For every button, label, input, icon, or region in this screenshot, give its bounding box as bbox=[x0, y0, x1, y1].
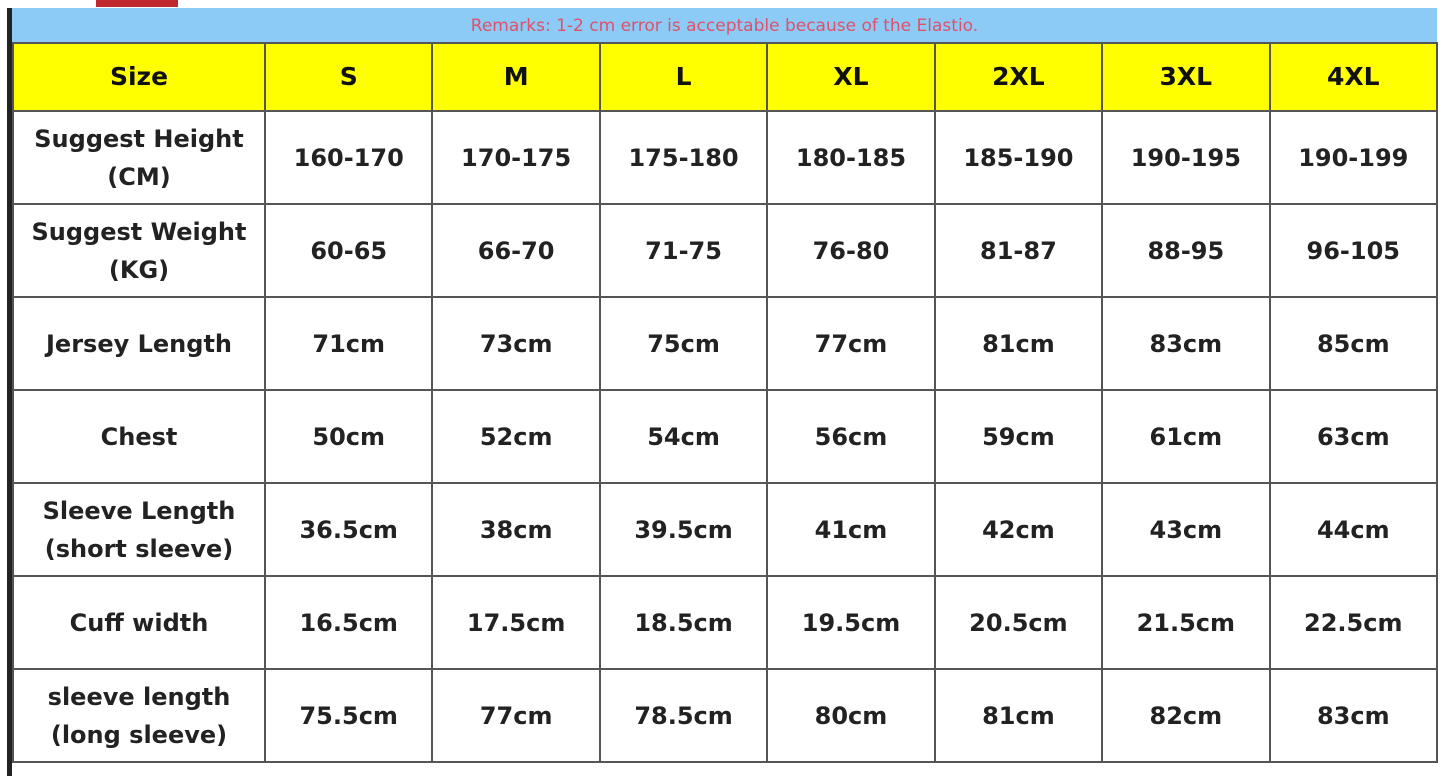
row-label-line: Sleeve Length bbox=[42, 496, 236, 525]
table-cell: 83cm bbox=[1268, 668, 1439, 763]
header-size-s: S bbox=[263, 42, 434, 112]
table-cell: 83cm bbox=[1101, 296, 1271, 391]
header-size-2xl: 2XL bbox=[933, 42, 1104, 112]
table-cell: 41cm bbox=[766, 482, 936, 577]
row-label-line: Suggest Weight bbox=[31, 217, 247, 246]
table-cell: 75cm bbox=[598, 296, 769, 391]
table-cell: 180-185 bbox=[766, 110, 936, 205]
table-cell: 39.5cm bbox=[598, 482, 769, 577]
row-label-line: Jersey Length bbox=[46, 329, 232, 358]
table-row: Suggest Height (CM) 160-170 170-175 175-180 1… bbox=[12, 110, 1439, 205]
row-label: Suggest Weight (KG) bbox=[12, 203, 266, 298]
table-cell: 66-70 bbox=[431, 203, 601, 298]
table-cell: 75.5cm bbox=[263, 668, 434, 763]
table-cell: 81cm bbox=[933, 296, 1104, 391]
red-mark bbox=[96, 0, 178, 7]
size-chart-table: Size S M L XL 2XL 3XL 4XL Suggest Height (CM) 160-… bbox=[12, 42, 1439, 763]
table-cell: 85cm bbox=[1268, 296, 1439, 391]
table-cell: 38cm bbox=[431, 482, 601, 577]
header-row: Size S M L XL 2XL 3XL 4XL bbox=[12, 42, 1439, 112]
table-row: Sleeve Length (short sleeve) 36.5cm 38cm 39.… bbox=[12, 482, 1439, 577]
table-cell: 71-75 bbox=[598, 203, 769, 298]
table-cell: 44cm bbox=[1268, 482, 1439, 577]
row-label: Jersey Length bbox=[12, 296, 266, 391]
row-label: Suggest Height (CM) bbox=[12, 110, 266, 205]
remarks-banner: Remarks: 1-2 cm error is acceptable beca… bbox=[12, 8, 1437, 42]
row-label-line: Suggest Height bbox=[34, 124, 244, 153]
row-label: Sleeve Length (short sleeve) bbox=[12, 482, 266, 577]
table-cell: 77cm bbox=[431, 668, 601, 763]
table-cell: 82cm bbox=[1101, 668, 1271, 763]
table-cell: 18.5cm bbox=[598, 575, 769, 670]
table-cell: 190-195 bbox=[1101, 110, 1271, 205]
table-cell: 170-175 bbox=[431, 110, 601, 205]
row-label-line: (long sleeve) bbox=[50, 720, 228, 749]
header-size-xl: XL bbox=[766, 42, 936, 112]
table-cell: 61cm bbox=[1101, 389, 1271, 484]
row-label: Chest bbox=[12, 389, 266, 484]
table-row: sleeve length (long sleeve) 75.5cm 77cm 78.5… bbox=[12, 668, 1439, 763]
table-cell: 160-170 bbox=[263, 110, 434, 205]
table-cell: 190-199 bbox=[1268, 110, 1439, 205]
table-cell: 63cm bbox=[1268, 389, 1439, 484]
table-row: Cuff width 16.5cm 17.5cm 18.5cm 19.5cm 20.5cm… bbox=[12, 575, 1439, 670]
row-label-line: Cuff width bbox=[69, 608, 209, 637]
table-row: Chest 50cm 52cm 54cm 56cm 59cm 61cm 63cm bbox=[12, 389, 1439, 484]
table-cell: 17.5cm bbox=[431, 575, 601, 670]
table-cell: 96-105 bbox=[1268, 203, 1439, 298]
table-cell: 52cm bbox=[431, 389, 601, 484]
table-cell: 185-190 bbox=[933, 110, 1104, 205]
table-cell: 88-95 bbox=[1101, 203, 1271, 298]
table-cell: 20.5cm bbox=[933, 575, 1104, 670]
table-cell: 16.5cm bbox=[263, 575, 434, 670]
table-cell: 56cm bbox=[766, 389, 936, 484]
header-size-m: M bbox=[431, 42, 601, 112]
left-border bbox=[7, 8, 12, 776]
row-label: Cuff width bbox=[12, 575, 266, 670]
table-cell: 78.5cm bbox=[598, 668, 769, 763]
table-row: Jersey Length 71cm 73cm 75cm 77cm 81cm 83cm 85c… bbox=[12, 296, 1439, 391]
table-cell: 50cm bbox=[263, 389, 434, 484]
header-size-label: Size bbox=[12, 42, 266, 112]
table-cell: 54cm bbox=[598, 389, 769, 484]
header-size-4xl: 4XL bbox=[1268, 42, 1439, 112]
header-size-3xl: 3XL bbox=[1101, 42, 1271, 112]
row-label-line: Chest bbox=[100, 422, 178, 451]
table-cell: 80cm bbox=[766, 668, 936, 763]
table-cell: 71cm bbox=[263, 296, 434, 391]
header-size-l: L bbox=[598, 42, 769, 112]
table-cell: 76-80 bbox=[766, 203, 936, 298]
table-cell: 42cm bbox=[933, 482, 1104, 577]
table-cell: 73cm bbox=[431, 296, 601, 391]
table-cell: 60-65 bbox=[263, 203, 434, 298]
table-cell: 77cm bbox=[766, 296, 936, 391]
row-label-line: (short sleeve) bbox=[44, 534, 234, 563]
table-cell: 59cm bbox=[933, 389, 1104, 484]
table-cell: 22.5cm bbox=[1268, 575, 1439, 670]
row-label: sleeve length (long sleeve) bbox=[12, 668, 266, 763]
table-cell: 19.5cm bbox=[766, 575, 936, 670]
row-label-line: (KG) bbox=[108, 255, 170, 284]
table-cell: 175-180 bbox=[598, 110, 769, 205]
table-row: Suggest Weight (KG) 60-65 66-70 71-75 76-80 81… bbox=[12, 203, 1439, 298]
table-cell: 36.5cm bbox=[263, 482, 434, 577]
table-cell: 43cm bbox=[1101, 482, 1271, 577]
table-cell: 81cm bbox=[933, 668, 1104, 763]
row-label-line: sleeve length bbox=[47, 682, 231, 711]
row-label-line: (CM) bbox=[107, 162, 171, 191]
table-cell: 81-87 bbox=[933, 203, 1104, 298]
table-cell: 21.5cm bbox=[1101, 575, 1271, 670]
